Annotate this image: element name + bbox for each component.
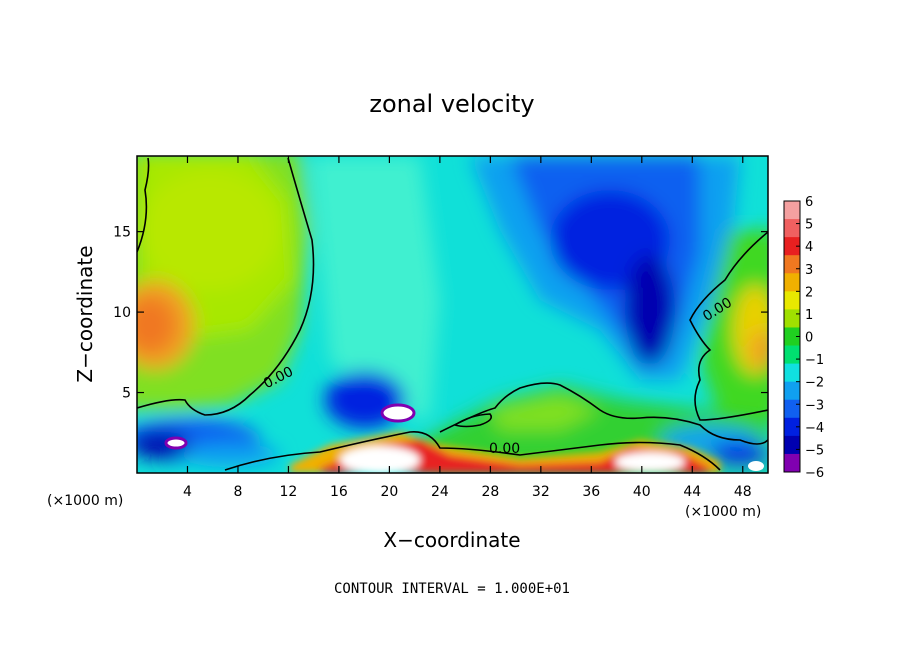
x-tick-label: 20 <box>380 484 398 500</box>
colorbar-tick-label: −6 <box>805 466 824 481</box>
colorbar-tick-label: −2 <box>805 376 824 391</box>
colorbar-swatch <box>784 237 800 256</box>
colorbar-tick-label: 2 <box>805 285 813 300</box>
colorbar-swatch <box>784 219 800 238</box>
plot-frame <box>136 155 769 474</box>
x-tick-label: 24 <box>431 484 449 500</box>
x-axis-label: X−coordinate <box>383 528 520 552</box>
y-tick-label: 10 <box>113 305 131 321</box>
x-tick-label: 44 <box>683 484 701 500</box>
x-tick-label: 4 <box>183 484 192 500</box>
colorbar-swatch <box>784 453 800 473</box>
colorbar-tick-label: 6 <box>805 195 813 210</box>
colorbar-swatch <box>784 381 800 401</box>
chart-title: zonal velocity <box>369 90 534 118</box>
x-tick-label: 28 <box>481 484 499 500</box>
colorbar-tick-label: −5 <box>805 443 824 458</box>
x-tick-label: 36 <box>582 484 600 500</box>
colorbar-swatch <box>784 363 800 383</box>
colorbar-tick-label: 0 <box>805 331 813 346</box>
colorbar-tick-label: −3 <box>805 398 824 413</box>
y-axis-label: Z−coordinate <box>73 245 97 382</box>
colorbar-swatch <box>784 399 800 419</box>
x-tick-label: 16 <box>330 484 348 500</box>
colorbar-swatch <box>784 201 800 220</box>
contour-interval-note: CONTOUR INTERVAL = 1.000E+01 <box>334 581 570 597</box>
colorbar-swatch <box>784 345 800 365</box>
colorbar-swatch <box>784 327 800 347</box>
contour-labels: 0.00 0.00 0.00 <box>261 295 735 457</box>
colorbar-tick-label: −1 <box>805 353 824 368</box>
x-tick-label: 12 <box>280 484 298 500</box>
x-tick-label: 8 <box>233 484 242 500</box>
colorbar-tick-label: 3 <box>805 263 813 278</box>
colorbar-swatch <box>784 417 800 437</box>
colorbar-tick-label: 1 <box>805 308 813 323</box>
colorbar-swatch <box>784 309 800 328</box>
colorbar-swatch <box>784 435 800 455</box>
x-axis: 4 8 12 16 20 24 28 32 36 40 44 48 <box>183 156 752 500</box>
x-tick-label: 40 <box>633 484 651 500</box>
y-axis: 5 10 15 <box>113 225 768 402</box>
colorbar-tick-label: 4 <box>805 240 813 255</box>
colorbar-tick-label: 5 <box>805 218 813 233</box>
x-tick-label: 48 <box>734 484 752 500</box>
colorbar-tick-label: −4 <box>805 421 824 436</box>
x-tick-label: 32 <box>532 484 550 500</box>
x-unit-right: (×1000 m) <box>685 504 761 520</box>
x-unit-left: (×1000 m) <box>47 493 123 509</box>
y-tick-label: 15 <box>113 225 131 241</box>
colorbar-swatch <box>784 273 800 292</box>
y-tick-label: 5 <box>122 386 131 402</box>
colorbar-swatch <box>784 255 800 274</box>
heatmap-field <box>137 156 768 473</box>
contour-label-bottom: 0.00 <box>489 441 520 457</box>
colorbar-swatch <box>784 291 800 310</box>
colorbar: 6 5 4 3 2 1 0 −1 −2 −3 −4 −5 −6 <box>783 195 824 481</box>
